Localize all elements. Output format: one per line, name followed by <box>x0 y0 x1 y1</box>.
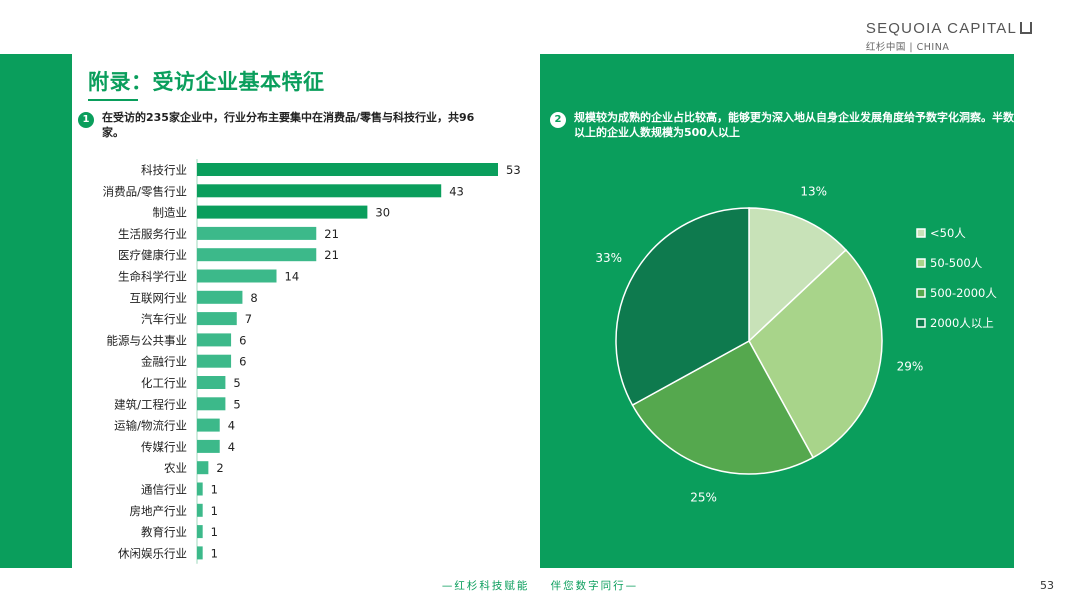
brand-logo: SEQUOIA CAPITAL 红杉中国 | CHINA <box>866 20 1032 53</box>
bar-value-label: 6 <box>239 333 246 347</box>
bar <box>197 397 226 411</box>
bar-category-label: 传媒行业 <box>141 440 187 454</box>
size-pie-chart: 13% 29% 25% 33% <50人 50-500人 500-2000人 2000人以上 <box>595 184 997 505</box>
bar-category-label: 化工行业 <box>141 376 187 390</box>
bar-value-label: 30 <box>375 206 390 220</box>
legend-swatch <box>916 288 926 298</box>
bar-value-label: 7 <box>245 312 252 326</box>
bar <box>197 354 232 368</box>
legend-swatch <box>916 318 926 328</box>
bar-category-label: 制造业 <box>153 206 188 220</box>
note-1-badge: 1 <box>78 112 94 128</box>
bar <box>197 290 243 304</box>
legend-swatch <box>916 228 926 238</box>
bar <box>197 525 203 539</box>
bar <box>197 503 203 517</box>
bar <box>197 312 237 326</box>
page-number: 53 <box>1040 579 1054 592</box>
footer-right: 伴您数字同行— <box>550 580 639 592</box>
bar <box>197 333 232 347</box>
bar-value-label: 1 <box>211 504 218 518</box>
bar-category-label: 建筑/工程行业 <box>114 397 187 411</box>
bar-category-label: 科技行业 <box>141 163 187 177</box>
pie-slice <box>748 207 848 343</box>
bar-value-label: 5 <box>233 397 240 411</box>
bar <box>197 184 442 198</box>
bar-category-label: 通信行业 <box>141 483 187 497</box>
bar <box>197 482 203 496</box>
bar <box>197 376 226 389</box>
bar-category-label: 休闲娱乐行业 <box>118 546 187 560</box>
legend-label: 500-2000人 <box>930 286 997 300</box>
pie-percent-label: 25% <box>690 491 717 505</box>
bar-value-label: 1 <box>211 525 218 539</box>
bar-category-label: 房地产行业 <box>130 504 188 518</box>
bar-value-label: 8 <box>250 291 257 305</box>
note-2-text: 规模较为成熟的企业占比较高，能够更为深入地从自身企业发展角度给予数字化洞察。半数… <box>574 111 1014 139</box>
pie-percent-label: 29% <box>897 359 924 373</box>
bar-category-label: 汽车行业 <box>141 312 187 326</box>
bar-category-label: 生活服务行业 <box>118 227 187 241</box>
bar-category-label: 教育行业 <box>141 525 187 539</box>
pie-slice <box>615 207 750 407</box>
brand-name: SEQUOIA CAPITAL <box>865 20 1017 37</box>
bar <box>197 461 209 475</box>
bar-value-label: 6 <box>239 355 246 369</box>
pie-percent-label: 13% <box>800 184 827 198</box>
note-1-text: 在受访的235家企业中，行业分布主要集中在消费品/零售与科技行业，共96家。 <box>102 111 475 139</box>
bar-value-label: 21 <box>324 248 339 262</box>
footer-left: —红杉科技赋能 <box>441 580 530 592</box>
bar-value-label: 4 <box>228 440 235 454</box>
bar <box>197 205 368 219</box>
bar-category-label: 互联网行业 <box>130 291 188 305</box>
bar <box>197 418 220 432</box>
bar-category-label: 能源与公共事业 <box>107 333 188 347</box>
legend-label: 2000人以上 <box>930 316 994 330</box>
left-accent-bar <box>0 54 72 568</box>
legend-label: <50人 <box>930 226 966 240</box>
bar-category-label: 金融行业 <box>141 355 187 369</box>
bar-value-label: 53 <box>506 163 521 177</box>
bar <box>197 546 203 560</box>
sequoia-mark-icon <box>1020 22 1032 34</box>
bar-value-label: 43 <box>449 184 464 198</box>
brand-sub: 红杉中国 | CHINA <box>865 42 950 53</box>
bar-value-label: 14 <box>285 270 300 284</box>
title-underline <box>88 99 138 101</box>
pie-slice <box>631 339 815 475</box>
pie-slice <box>748 248 883 459</box>
bar-category-label: 生命科学行业 <box>118 270 187 284</box>
bar <box>197 439 220 453</box>
bar-value-label: 5 <box>233 376 240 390</box>
bar <box>197 269 277 283</box>
legend-swatch <box>916 258 926 268</box>
bar <box>197 226 317 240</box>
bar-value-label: 1 <box>211 546 218 560</box>
bar-category-label: 运输/物流行业 <box>114 419 187 433</box>
bar <box>197 248 317 262</box>
bar-value-label: 2 <box>216 461 223 475</box>
page-title: 附录：受访企业基本特征 <box>88 70 325 94</box>
bar-value-label: 1 <box>211 483 218 497</box>
footer-slogan: —红杉科技赋能 伴您数字同行— <box>0 578 1080 593</box>
note-2-badge: 2 <box>550 112 566 128</box>
bar-value-label: 21 <box>324 227 339 241</box>
pie-percent-label: 33% <box>595 251 622 265</box>
bar-category-label: 农业 <box>164 461 187 475</box>
bar-category-label: 消费品/零售行业 <box>103 184 187 198</box>
bar-value-label: 4 <box>228 419 235 433</box>
bar-category-label: 医疗健康行业 <box>118 248 187 262</box>
bar <box>197 163 498 176</box>
legend-label: 50-500人 <box>930 256 983 270</box>
